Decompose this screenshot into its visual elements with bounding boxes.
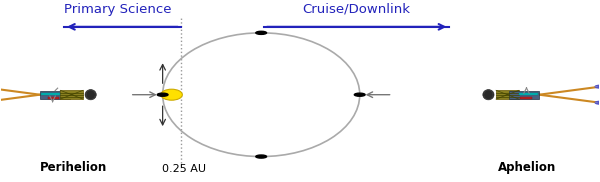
- Circle shape: [256, 31, 266, 34]
- Ellipse shape: [483, 90, 494, 100]
- FancyBboxPatch shape: [509, 91, 539, 99]
- FancyBboxPatch shape: [595, 86, 598, 87]
- Text: 0.25 AU: 0.25 AU: [161, 164, 206, 174]
- Ellipse shape: [86, 90, 95, 99]
- Ellipse shape: [161, 89, 182, 100]
- FancyBboxPatch shape: [47, 97, 59, 99]
- Ellipse shape: [85, 90, 96, 100]
- FancyBboxPatch shape: [595, 102, 598, 103]
- Text: Aphelion: Aphelion: [498, 161, 556, 174]
- Circle shape: [595, 101, 600, 104]
- Ellipse shape: [484, 90, 493, 99]
- FancyBboxPatch shape: [41, 92, 60, 95]
- Circle shape: [355, 93, 365, 96]
- Circle shape: [256, 155, 266, 158]
- FancyBboxPatch shape: [40, 91, 70, 99]
- Text: Cruise/Downlink: Cruise/Downlink: [303, 3, 411, 16]
- FancyBboxPatch shape: [519, 92, 538, 95]
- Text: Perihelion: Perihelion: [40, 161, 107, 174]
- Circle shape: [157, 93, 168, 96]
- FancyBboxPatch shape: [60, 90, 83, 99]
- FancyBboxPatch shape: [496, 90, 519, 99]
- FancyBboxPatch shape: [520, 97, 532, 99]
- Text: Primary Science: Primary Science: [64, 3, 172, 16]
- Circle shape: [595, 85, 600, 88]
